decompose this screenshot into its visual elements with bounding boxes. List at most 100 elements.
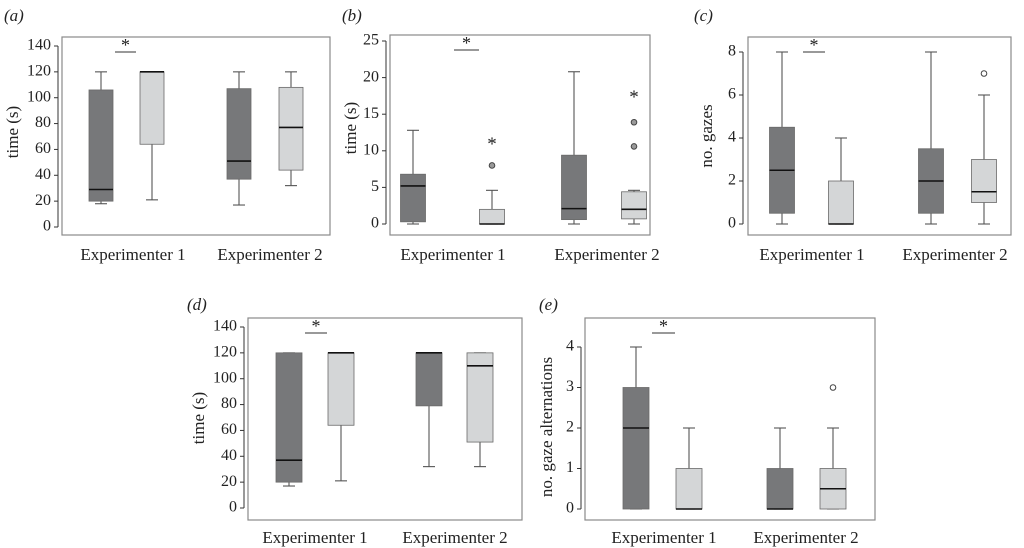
- box-dark-0: [275, 352, 303, 487]
- extreme-outlier-star: *: [487, 134, 497, 155]
- y-tick-label: 2: [728, 172, 736, 189]
- y-tick-label: 140: [213, 318, 237, 335]
- box-light-1: [327, 352, 355, 482]
- y-tick-label: 0: [728, 215, 736, 232]
- box-light-3: [819, 384, 847, 510]
- category-label: Experimenter 1: [759, 245, 864, 264]
- iqr-box: [278, 86, 304, 171]
- iqr-box: [327, 352, 355, 426]
- box-dark-0: [88, 71, 114, 205]
- iqr-box: [88, 89, 114, 202]
- y-tick-label: 6: [728, 86, 736, 103]
- box-light-3: *: [621, 87, 647, 225]
- category-label: Experimenter 2: [217, 245, 322, 264]
- plot-frame: [584, 317, 876, 521]
- category-label: Experimenter 1: [611, 528, 716, 547]
- box-dark-0: [400, 129, 426, 225]
- y-tick-label: 140: [27, 37, 51, 54]
- iqr-box: [226, 88, 252, 180]
- y-tick-label: 120: [27, 63, 51, 80]
- plot-frame: [389, 34, 651, 236]
- panel-a: (a) 0 20 40 60 80 100 120 140 time (s) Experimente…: [3, 6, 331, 264]
- y-tick-label: 0: [43, 218, 51, 235]
- y-tick-label: 25: [363, 32, 379, 49]
- iqr-box: [621, 191, 647, 220]
- iqr-box: [971, 159, 997, 203]
- box-light-1: *: [479, 134, 505, 225]
- significance-star: *: [810, 35, 819, 55]
- category-label: Experimenter 2: [753, 528, 858, 547]
- iqr-box: [766, 468, 794, 510]
- outlier-circle: [829, 384, 837, 391]
- box-dark-2: [415, 352, 443, 468]
- significance-star: *: [312, 316, 321, 336]
- box-dark-2: [918, 51, 944, 225]
- panel-label: (c): [694, 6, 713, 25]
- significance-star: *: [121, 35, 130, 55]
- panel-e: (e) 0 1 2 3 4 no. gaze alternations Experimente…: [537, 295, 876, 547]
- y-tick-label: 4: [728, 129, 736, 146]
- box-light-1: [828, 137, 854, 225]
- y-tick-label: 3: [566, 378, 574, 395]
- panel-b: (b) 0 5 10 15 20 25 time (s) Experimenter 1 Exper…: [341, 6, 660, 264]
- extreme-outlier-star: *: [629, 87, 639, 108]
- y-tick-label: 10: [363, 141, 379, 158]
- y-tick-label: 20: [35, 192, 51, 209]
- y-tick-label: 15: [363, 105, 379, 122]
- box-light-3: [466, 352, 494, 468]
- y-tick-label: 2: [566, 419, 574, 436]
- box-dark-2: [561, 71, 587, 225]
- y-tick-label: 20: [221, 473, 237, 490]
- y-tick-label: 40: [35, 166, 51, 183]
- iqr-box: [675, 468, 703, 510]
- y-tick-label: 80: [35, 114, 51, 131]
- y-tick-label: 4: [566, 338, 574, 355]
- box-dark-0: [769, 51, 795, 225]
- panel-d: (d) 0 20 40 60 80 100 120 140 time (s) Experimente…: [187, 295, 523, 547]
- y-axis-label: time (s): [3, 106, 22, 158]
- plot-frame: [61, 36, 331, 236]
- iqr-box: [139, 71, 165, 145]
- iqr-box: [400, 173, 426, 223]
- iqr-box: [466, 352, 494, 443]
- panel-label: (a): [4, 6, 24, 25]
- y-tick-label: 100: [27, 88, 51, 105]
- box-dark-2: [766, 427, 794, 510]
- y-axis-label: time (s): [341, 102, 360, 154]
- box-dark-2: [226, 71, 252, 206]
- y-axis-label: no. gaze alternations: [537, 357, 556, 497]
- significance-star: *: [659, 316, 668, 336]
- y-tick-label: 20: [363, 68, 379, 85]
- y-tick-label: 60: [35, 140, 51, 157]
- iqr-box: [415, 352, 443, 407]
- y-tick-label: 60: [221, 421, 237, 438]
- category-label: Experimenter 2: [902, 245, 1007, 264]
- y-axis-label: no. gazes: [697, 104, 716, 167]
- y-tick-label: 0: [371, 215, 379, 232]
- y-tick-label: 80: [221, 395, 237, 412]
- category-label: Experimenter 2: [554, 245, 659, 264]
- box-light-3: [971, 70, 997, 225]
- y-tick-label: 100: [213, 369, 237, 386]
- significance-star: *: [462, 33, 471, 53]
- outlier-circle: [630, 118, 638, 126]
- iqr-box: [275, 352, 303, 483]
- y-tick-label: 40: [221, 447, 237, 464]
- iqr-box: [479, 208, 505, 225]
- y-axis-label: time (s): [189, 392, 208, 444]
- panel-label: (e): [539, 295, 558, 314]
- box-light-3: [278, 71, 304, 187]
- y-tick-label: 8: [728, 43, 736, 60]
- iqr-box: [622, 387, 650, 510]
- plot-frame: [247, 317, 523, 521]
- category-label: Experimenter 1: [400, 245, 505, 264]
- y-tick-label: 5: [371, 178, 379, 195]
- category-label: Experimenter 1: [80, 245, 185, 264]
- panel-c: (c) 0 2 4 6 8 no. gazes Experimenter 1 Experimen…: [694, 6, 1012, 264]
- category-label: Experimenter 2: [402, 528, 507, 547]
- y-tick-label: 0: [566, 500, 574, 517]
- outlier-circle: [488, 162, 496, 169]
- box-light-1: [675, 427, 703, 510]
- panel-label: (d): [187, 295, 207, 314]
